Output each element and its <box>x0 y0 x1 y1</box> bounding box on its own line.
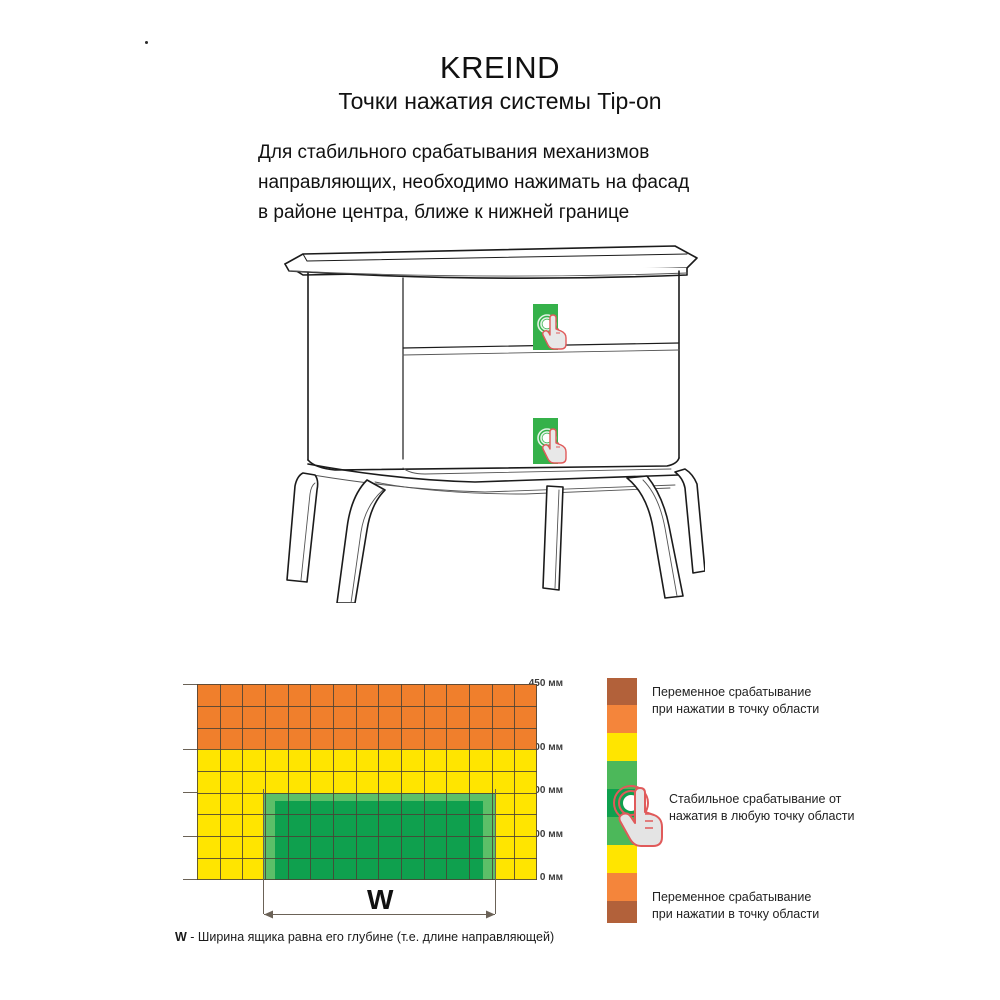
legend-variable-top-line1: Переменное срабатывание <box>652 685 812 699</box>
legend-seg-yellow-bot <box>607 845 637 873</box>
legend-variable-bottom: Переменное срабатывание при нажатии в то… <box>652 889 819 923</box>
legend-seg-brown-top <box>607 678 637 705</box>
legend-seg-orange-top <box>607 705 637 733</box>
stray-dot <box>145 41 148 44</box>
legend-variable-top-line2: при нажатии в точку области <box>652 702 820 716</box>
y-tick-label-100: 100 мм <box>528 829 563 840</box>
dimension-extension-left <box>263 789 264 914</box>
chart-plot-area <box>197 684 537 880</box>
legend-seg-yellow-top <box>607 733 637 761</box>
hand-tap-icon <box>613 785 663 847</box>
intro-paragraph: Для стабильного срабатывания механизмов … <box>258 138 778 228</box>
caption-bold-w: W <box>175 930 187 944</box>
tap-point-upper-drawer <box>533 304 579 356</box>
intro-line-1: Для стабильного срабатывания механизмов <box>258 142 650 163</box>
dimension-extension-right <box>495 789 496 914</box>
y-tick-label-0: 0 мм <box>539 872 563 883</box>
dimension-label-w: W <box>367 884 394 915</box>
band-green-stable-inner <box>275 801 483 880</box>
y-tick-mark <box>183 749 199 750</box>
legend: Переменное срабатывание при нажатии в то… <box>607 678 937 923</box>
y-tick-mark <box>183 836 199 837</box>
legend-stable-line2: нажатия в любую точку области <box>669 809 855 823</box>
legend-stable-line1: Стабильное срабатывание от <box>669 792 842 806</box>
dimension-arrowheads <box>264 910 495 919</box>
legend-variable-top: Переменное срабатывание при нажатии в то… <box>652 684 819 718</box>
pressure-zone-chart: 450 мм 300 мм 200 мм 100 мм 0 мм <box>145 672 565 944</box>
intro-line-2: направляющих, необходимо нажимать на фас… <box>258 172 690 193</box>
y-tick-mark <box>183 792 199 793</box>
page-subtitle: Точки нажатия системы Tip-on <box>338 88 662 114</box>
legend-seg-brown-bot <box>607 901 637 923</box>
band-orange-unstable <box>197 684 537 749</box>
y-tick-label-300: 300 мм <box>528 742 563 753</box>
legend-seg-orange-bot <box>607 873 637 901</box>
page-title: KREIND <box>439 50 561 85</box>
intro-line-3: в районе центра, ближе к нижней границе <box>258 202 630 223</box>
legend-seg-lightgreen-top <box>607 761 637 789</box>
y-tick-label-450: 450 мм <box>528 678 563 689</box>
y-tick-mark <box>183 684 199 685</box>
legend-stable: Стабильное срабатывание от нажатия в люб… <box>669 791 854 825</box>
caption-text: - Ширина ящика равна его глубине (т.е. д… <box>186 930 555 944</box>
y-tick-mark <box>183 879 199 880</box>
nightstand-illustration <box>275 228 705 603</box>
y-tick-label-200: 200 мм <box>528 785 563 796</box>
tap-point-lower-drawer <box>533 418 579 470</box>
chart-caption: W - Ширина ящика равна его глубине (т.е.… <box>175 930 554 944</box>
legend-variable-bottom-line1: Переменное срабатывание <box>652 890 812 904</box>
dimension-arrow-line <box>264 914 495 915</box>
legend-variable-bottom-line2: при нажатии в точку области <box>652 907 820 921</box>
